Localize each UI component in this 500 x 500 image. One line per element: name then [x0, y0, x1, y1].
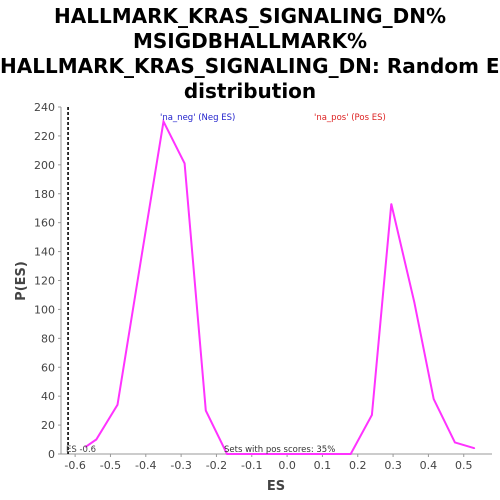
x-tick-label: -0.1 — [241, 459, 262, 472]
y-tick-label: 40 — [41, 390, 55, 403]
y-tick-label: 140 — [34, 246, 55, 259]
chart-title-line-3: HALLMARK_KRAS_SIGNALING_DN: Random ES — [0, 54, 500, 78]
es-distribution-series-line — [85, 118, 475, 455]
data-point — [183, 162, 186, 165]
data-point — [162, 120, 165, 123]
x-tick-label: -0.2 — [206, 459, 227, 472]
x-tick-label: 0.0 — [278, 459, 296, 472]
y-tick-label: 200 — [34, 159, 55, 172]
y-tick-label: 240 — [34, 101, 55, 114]
x-tick-label: -0.3 — [170, 459, 191, 472]
y-tick-label: 20 — [41, 419, 55, 432]
pos-scores-label: Sets with pos scores: 35% — [224, 445, 335, 455]
data-point — [390, 203, 393, 205]
y-tick-label: 220 — [34, 130, 55, 143]
data-point — [371, 414, 373, 416]
data-point — [454, 441, 456, 444]
data-point — [432, 398, 435, 400]
data-point — [226, 453, 228, 455]
data-point — [247, 453, 250, 455]
pos-es-label: 'na_pos' (Pos ES) — [314, 113, 386, 123]
data-point — [473, 447, 476, 450]
chart-title-line-4: distribution — [183, 79, 317, 103]
data-point — [95, 438, 98, 441]
data-point — [349, 453, 352, 455]
y-tick-label: 120 — [34, 275, 55, 288]
x-axis-ticks: -0.6 -0.5 -0.4 -0.3 -0.2 -0.1 0.0 0.1 0.2 0.3 0.4 0… — [64, 454, 472, 472]
x-tick-label: 0.5 — [455, 459, 473, 472]
data-point — [311, 453, 313, 455]
data-point — [268, 453, 271, 455]
x-tick-label: -0.6 — [64, 459, 85, 472]
y-tick-label: 180 — [34, 188, 55, 201]
y-tick-label: 80 — [41, 332, 55, 345]
y-axis-ticks: 0 20 40 60 80 100 120 140 160 180 200 220 240 — [34, 101, 61, 461]
es-distribution-points — [84, 120, 476, 455]
data-point — [413, 301, 416, 303]
y-tick-label: 100 — [34, 303, 55, 316]
plot-area — [61, 107, 492, 454]
chart-title-line-1: HALLMARK_KRAS_SIGNALING_DN% — [54, 4, 446, 28]
y-tick-label: 60 — [41, 361, 55, 374]
data-point — [141, 250, 144, 253]
y-tick-label: 0 — [48, 448, 55, 461]
y-axis-label: P(ES) — [14, 261, 29, 301]
x-tick-label: 0.3 — [384, 459, 402, 472]
x-tick-label: -0.5 — [100, 459, 121, 472]
y-tick-label: 160 — [34, 217, 55, 230]
x-tick-label: 0.4 — [420, 459, 438, 472]
data-point — [332, 453, 334, 455]
chart-title: HALLMARK_KRAS_SIGNALING_DN% MSIGDBHALLMA… — [0, 4, 500, 104]
x-tick-label: -0.4 — [135, 459, 156, 472]
data-point — [84, 445, 87, 448]
data-point — [116, 404, 119, 406]
neg-es-label: 'na_neg' (Neg ES) — [160, 113, 235, 123]
es-marker-label: ES -0.6 — [66, 445, 96, 455]
x-tick-label: 0.1 — [314, 459, 332, 472]
data-point — [205, 409, 207, 412]
data-point — [289, 453, 292, 455]
chart-title-line-2: MSIGDBHALLMARK% — [132, 29, 368, 53]
x-tick-label: 0.2 — [349, 459, 367, 472]
x-axis-label: ES — [267, 479, 285, 494]
